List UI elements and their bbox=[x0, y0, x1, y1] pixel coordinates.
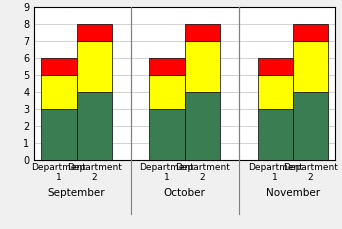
Text: October: October bbox=[164, 188, 206, 198]
Bar bbox=[41, 58, 77, 75]
Bar bbox=[185, 92, 220, 160]
Text: September: September bbox=[48, 188, 105, 198]
Bar bbox=[41, 109, 77, 160]
Bar bbox=[77, 24, 112, 41]
Bar bbox=[149, 58, 185, 75]
Bar bbox=[258, 58, 293, 75]
Bar bbox=[41, 75, 77, 109]
Bar bbox=[258, 75, 293, 109]
Bar bbox=[77, 41, 112, 92]
Bar bbox=[293, 92, 328, 160]
Bar bbox=[149, 109, 185, 160]
Bar bbox=[77, 92, 112, 160]
Bar bbox=[185, 41, 220, 92]
Bar bbox=[149, 75, 185, 109]
Bar bbox=[293, 24, 328, 41]
Text: November: November bbox=[266, 188, 320, 198]
Bar bbox=[258, 109, 293, 160]
Bar bbox=[293, 41, 328, 92]
Bar bbox=[185, 24, 220, 41]
